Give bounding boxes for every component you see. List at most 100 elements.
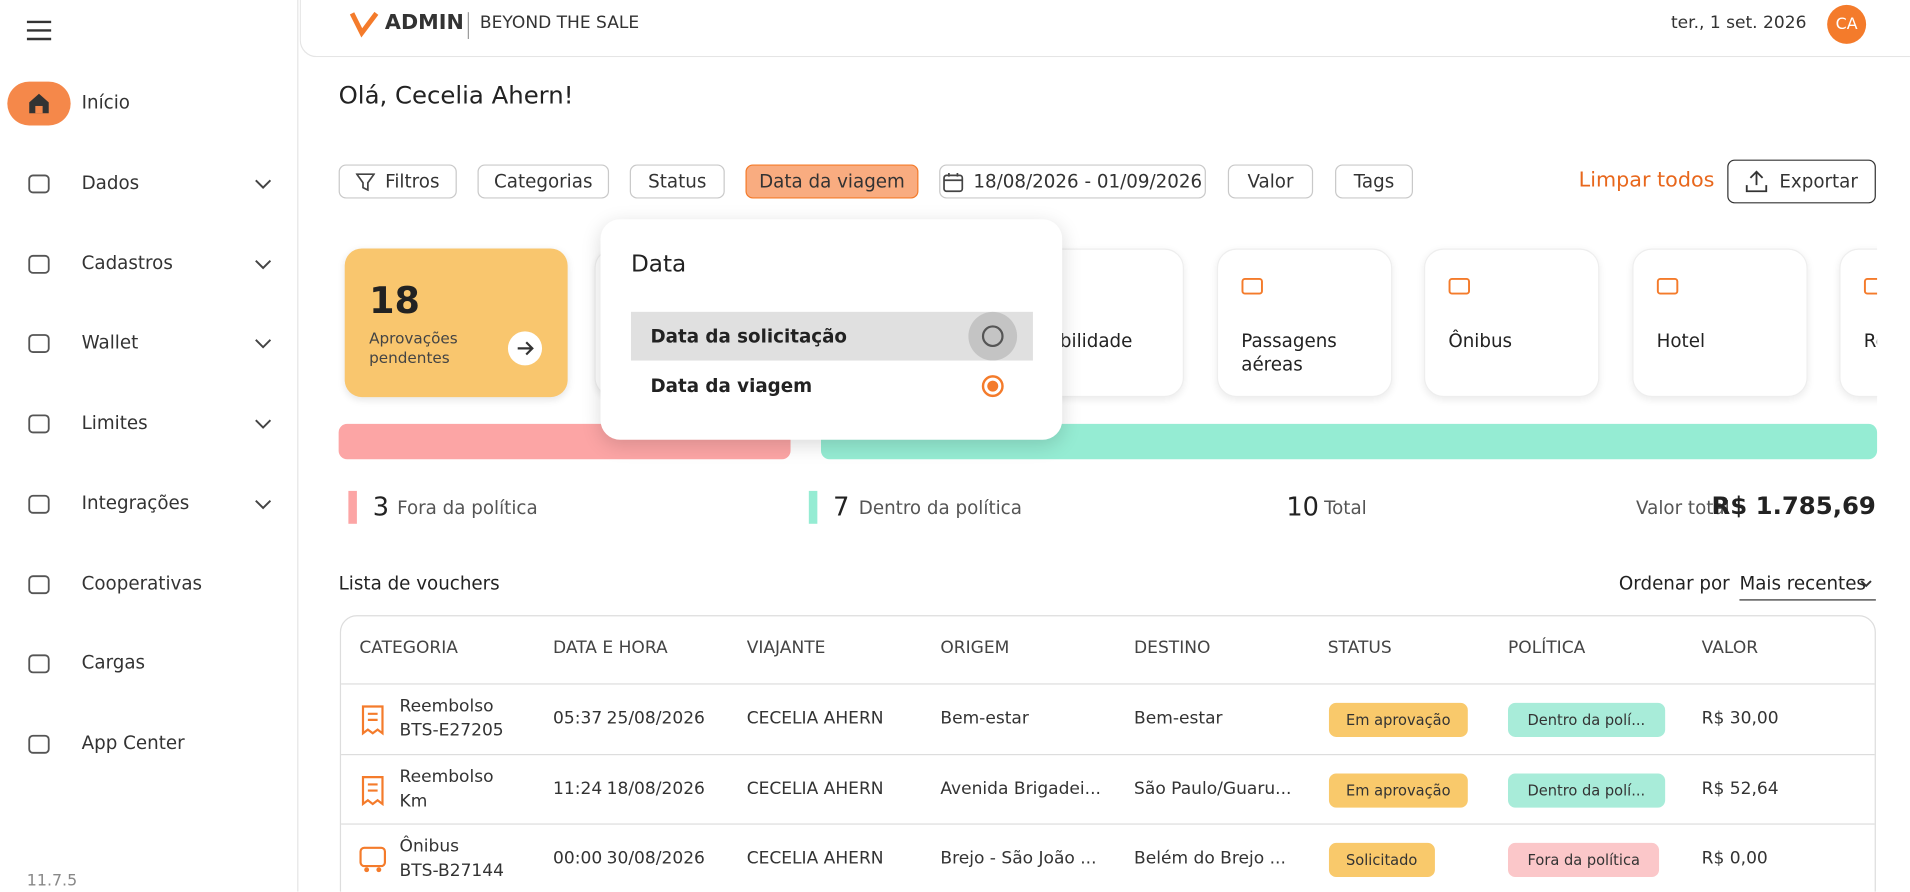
cell: CECELIA AHERN	[746, 708, 884, 729]
cell: Reembolso	[399, 696, 494, 717]
row-icon	[361, 705, 384, 736]
category-label: Hotel	[1656, 330, 1706, 353]
avatar[interactable]: CA	[1827, 4, 1867, 44]
category-icon	[1656, 277, 1679, 295]
category-card[interactable]: Reembolso	[1839, 248, 1878, 398]
filter-chip[interactable]: Valor	[1227, 164, 1314, 199]
cell: Bem-estar	[940, 708, 1029, 729]
cell: CECELIA AHERN	[746, 778, 884, 799]
popup-option[interactable]: Data da viagem	[650, 375, 813, 398]
approvals-label: Aprovações pendentes	[369, 328, 458, 367]
filter-chip[interactable]: Status	[629, 164, 725, 199]
status-pill: Solicitado	[1328, 842, 1435, 878]
policy-pill: Fora da política	[1508, 842, 1660, 878]
radio	[981, 325, 1004, 348]
column-header: VIAJANTE	[746, 638, 826, 658]
policy-pill: Dentro da polí...	[1508, 702, 1665, 737]
sort-select[interactable]: Mais recentes	[1739, 573, 1876, 601]
sort-label: Ordenar por	[1618, 572, 1730, 595]
filter-chip[interactable]: 18/08/2026 - 01/09/2026	[939, 164, 1206, 199]
header	[299, 0, 1910, 58]
cell: BTS-E27205	[399, 721, 504, 741]
cell: Km	[399, 791, 428, 811]
list-title: Lista de vouchers	[338, 572, 500, 595]
column-header: DATA E HORA	[553, 638, 668, 658]
cell: 00:00	[553, 849, 603, 869]
nav-item[interactable]: Início	[81, 91, 130, 114]
summary-label: Dentro da política	[858, 496, 1022, 519]
chevron	[255, 179, 272, 189]
nav-item[interactable]: Limites	[81, 411, 148, 434]
cell: 11:24	[553, 778, 603, 799]
nav-item[interactable]: Integrações	[81, 491, 190, 514]
column-header: DESTINO	[1134, 638, 1211, 658]
nav-item[interactable]: Dados	[81, 171, 140, 194]
category-card[interactable]: Passagens aéreas	[1216, 248, 1393, 398]
cell: 05:37	[553, 708, 603, 729]
filter-label: Data da viagem	[759, 170, 905, 193]
radio	[981, 375, 1004, 398]
nav-icon	[28, 654, 50, 674]
status-pill: Em aprovação	[1328, 702, 1468, 737]
row-divider	[341, 683, 1875, 685]
filter-label: Valor	[1247, 170, 1294, 193]
filter-chip[interactable]: Filtros	[338, 164, 457, 199]
date: ter., 1 set. 2026	[1670, 13, 1807, 33]
category-label: Ônibus	[1448, 330, 1513, 353]
export-label: Exportar	[1779, 170, 1858, 193]
summary-value: 3	[372, 492, 390, 522]
approvals-card[interactable]: 18 Aprovações pendentes	[344, 248, 568, 398]
nav-icon	[28, 334, 50, 354]
popup-option[interactable]: Data da solicitação	[650, 325, 847, 348]
summary-value: 7	[833, 492, 850, 522]
category-card[interactable]: Ônibus	[1423, 248, 1600, 398]
filter-icon	[355, 173, 376, 192]
option-hover	[630, 311, 1033, 361]
filter-chip[interactable]: Tags	[1335, 164, 1413, 199]
nav-icon	[28, 174, 50, 194]
cell: São Paulo/Guaru...	[1134, 778, 1292, 799]
cell: R$ 30,00	[1701, 708, 1779, 729]
greeting: Olá, Cecelia Ahern!	[338, 80, 574, 110]
nav-icon	[28, 494, 50, 514]
nav-item[interactable]: Cadastros	[81, 251, 173, 274]
export-icon	[1745, 170, 1767, 193]
cell: 25/08/2026	[606, 708, 705, 729]
cell: R$ 0,00	[1701, 849, 1768, 869]
logo-icon	[349, 11, 379, 38]
export-button[interactable]: Exportar	[1727, 159, 1876, 204]
clear-all[interactable]: Limpar todos	[1578, 168, 1715, 193]
filter-label: Status	[648, 170, 707, 193]
column-header: STATUS	[1327, 638, 1392, 658]
column-header: CATEGORIA	[359, 638, 458, 658]
cell: Ônibus	[399, 836, 460, 857]
table	[339, 615, 1876, 892]
nav-item[interactable]: Cargas	[81, 651, 146, 674]
brand: ADMIN	[384, 10, 464, 36]
nav-item[interactable]: Cooperativas	[81, 571, 203, 594]
nav-icon	[28, 254, 50, 274]
legend-swatch	[808, 490, 818, 524]
total-amount: R$ 1.785,69	[1711, 490, 1876, 521]
category-label: Reembolso	[1863, 330, 1877, 353]
chevron	[255, 499, 272, 510]
nav-icon	[28, 734, 50, 754]
cell: CECELIA AHERN	[746, 849, 884, 869]
category-icon	[1863, 277, 1878, 295]
filter-chip[interactable]: Categorias	[477, 164, 610, 199]
cell: Avenida Brigadei...	[940, 778, 1101, 799]
filter-chip[interactable]: Data da viagem	[745, 164, 919, 199]
column-header: POLÍTICA	[1508, 638, 1586, 658]
cell: R$ 52,64	[1701, 778, 1779, 799]
nav-icon	[29, 93, 49, 114]
nav-item[interactable]: Wallet	[81, 331, 139, 354]
filter-label: Categorias	[494, 170, 593, 193]
divider	[467, 12, 469, 39]
menu-button[interactable]	[26, 19, 54, 41]
nav-item[interactable]: App Center	[81, 732, 185, 755]
tagline: BEYOND THE SALE	[479, 13, 640, 33]
legend-swatch	[348, 490, 357, 524]
nav-icon	[28, 574, 50, 594]
category-card[interactable]: Hotel	[1632, 248, 1808, 398]
